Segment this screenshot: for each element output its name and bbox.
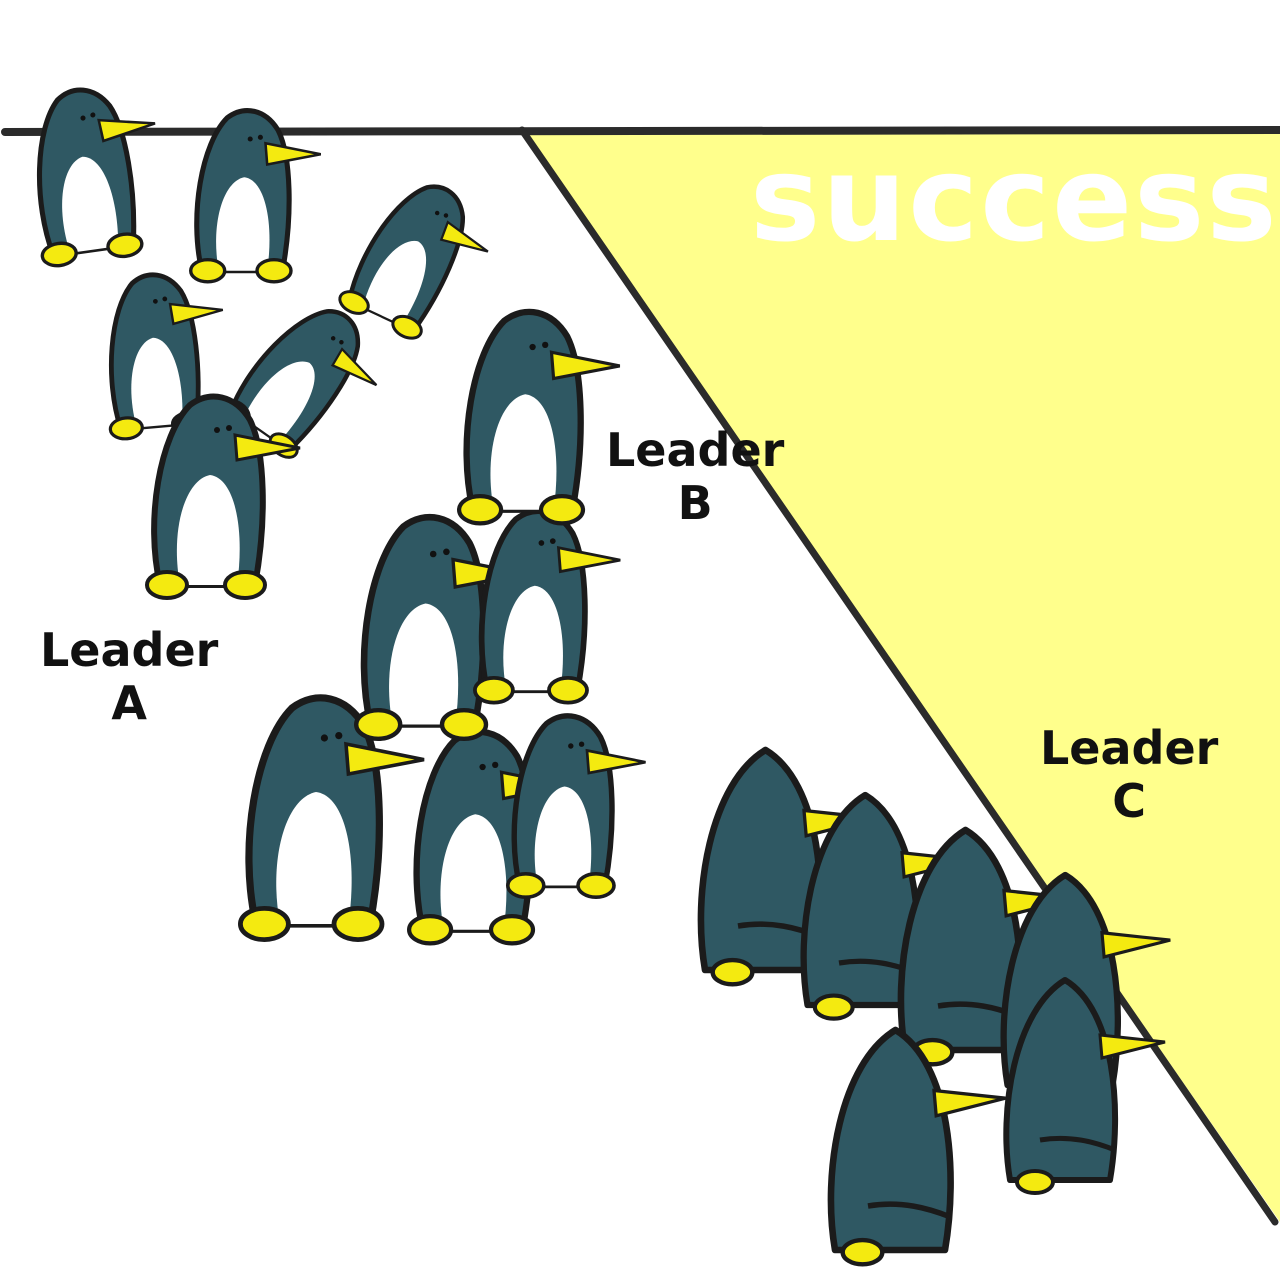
leader-b-word: Leader [606,423,785,477]
leader-a-label: Leader A [40,624,218,730]
leader-a-word: Leader [40,623,219,677]
leader-c-letter: C [1112,773,1147,828]
leader-c-word: Leader [1040,721,1219,775]
leader-b-label: Leader B [606,424,784,530]
success-label: success [750,130,1279,268]
leader-c-label: Leader C [1040,722,1218,828]
leader-b-letter: B [677,475,713,530]
leader-a-letter: A [111,675,147,730]
